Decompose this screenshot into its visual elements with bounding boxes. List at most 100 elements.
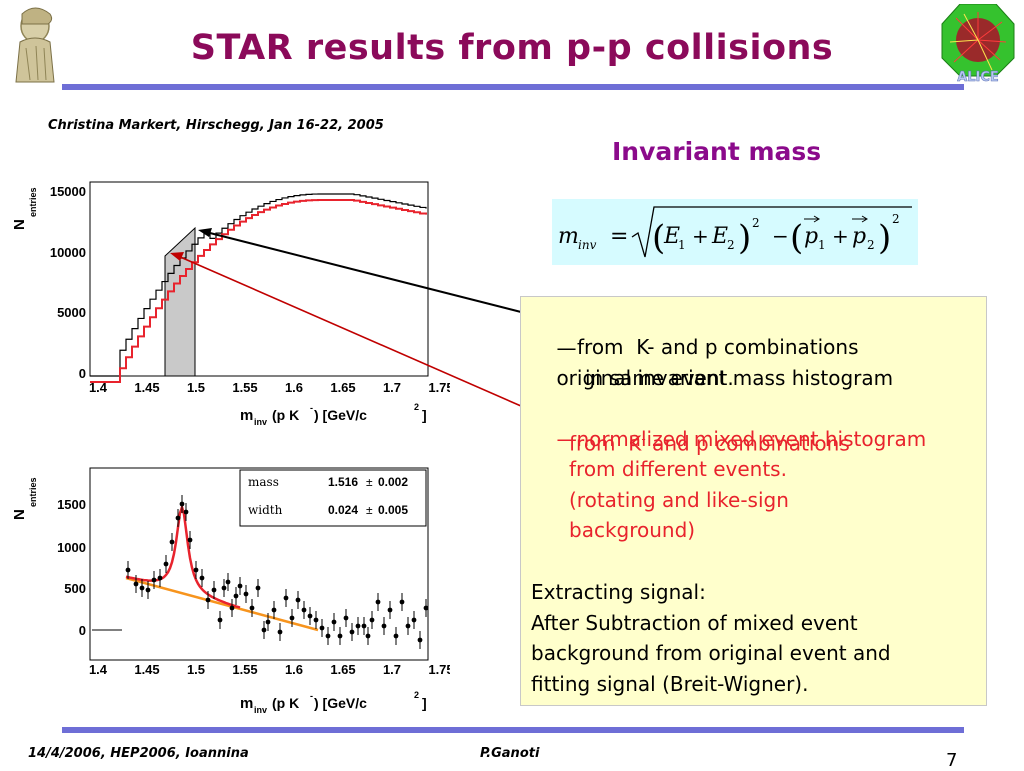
y-tick-label: 5000: [57, 305, 86, 320]
invariant-mass-histogram: 15000 10000 5000 0 1.4 1.45 1.5 1.55 1.6 1.65 1.7…: [11, 181, 450, 427]
bottom-rule: [62, 727, 964, 733]
svg-text:(p K: (p K: [272, 407, 299, 423]
legend-line-10: After Subtraction of mixed event: [531, 611, 858, 635]
svg-text:2: 2: [892, 212, 900, 226]
legend-line-9: Extracting signal:: [531, 580, 706, 604]
svg-text:+: +: [692, 224, 709, 248]
x-tick-label: 1.65: [330, 380, 355, 395]
x-tick-label: 1.75: [428, 380, 450, 395]
svg-text:mass: mass: [248, 475, 279, 489]
legend-line-12: fitting signal (Breit-Wigner).: [531, 672, 809, 696]
svg-text:-: -: [310, 691, 313, 701]
athena-logo: [15, 7, 55, 83]
legend-line-11: background from original event and: [531, 641, 891, 665]
svg-text:2: 2: [867, 238, 875, 252]
legend-line-1: original invariant mass histogram: [556, 366, 894, 390]
svg-text:inv: inv: [254, 417, 267, 427]
svg-text:0.024: 0.024: [328, 503, 358, 517]
svg-text:p: p: [852, 224, 866, 249]
x-tick-label: 1.45: [134, 380, 159, 395]
red-dash: —: [556, 426, 577, 451]
background-fit-line: [125, 576, 319, 632]
y-tick-label: 15000: [50, 184, 86, 199]
svg-text:]: ]: [422, 695, 427, 711]
breit-wigner-fit: [125, 503, 241, 609]
section-title: Invariant mass: [612, 137, 822, 166]
y-tick-label: 1000: [57, 540, 86, 555]
x-tick-label: 1.7: [383, 662, 401, 677]
formula-equals: =: [610, 224, 628, 249]
x-tick-label: 1.55: [232, 662, 257, 677]
svg-text:p: p: [804, 224, 818, 249]
x-tick-label: 1.7: [383, 380, 401, 395]
invariant-mass-formula: m inv = ( E 1 + E 2 ) 2 − ( p 1 + p 2 ) …: [552, 199, 918, 265]
x-tick-label: 1.4: [89, 380, 108, 395]
svg-text:entries: entries: [28, 477, 38, 507]
formula-inv: inv: [578, 238, 597, 252]
svg-text:-: -: [310, 403, 313, 413]
legend-line-7: (rotating and like-sign: [569, 488, 789, 512]
svg-text:+: +: [832, 224, 849, 248]
alice-logo: ALICE: [941, 4, 1015, 82]
author-line: Christina Markert, Hirschegg, Jan 16-22,…: [48, 118, 384, 133]
svg-text:1: 1: [818, 238, 826, 252]
alice-logo-text: ALICE: [957, 70, 999, 82]
legend-line-5: from K- and p combinations: [569, 431, 850, 456]
x-tick-label: 1.45: [134, 662, 159, 677]
y-tick-label: 500: [64, 581, 86, 596]
svg-text:±: ±: [366, 475, 373, 489]
svg-text:): ): [738, 218, 751, 258]
footer-left: 14/4/2006, HEP2006, Ioannina: [28, 746, 249, 761]
svg-text:1.516: 1.516: [328, 475, 358, 489]
svg-text:(p K: (p K: [272, 695, 299, 711]
page-number: 7: [946, 750, 958, 771]
svg-text:): ): [878, 218, 891, 258]
plot1-xlabel: m: [240, 407, 253, 424]
x-tick-label: 1.5: [187, 380, 205, 395]
svg-text:) [GeV/c: ) [GeV/c: [314, 695, 367, 711]
svg-text:(: (: [652, 218, 665, 258]
y-tick-label: 1500: [57, 497, 86, 512]
svg-text:2: 2: [414, 690, 419, 700]
plot1-ylabel: N: [11, 219, 28, 230]
signal-fit-plot: 1500 1000 500 0 1.4 1.45 1.5 1.55 1.6 1.65 1.7 1.7…: [11, 467, 450, 715]
svg-text:inv: inv: [254, 705, 267, 715]
svg-text:0.005: 0.005: [378, 503, 408, 517]
x-tick-label: 1.6: [285, 380, 303, 395]
svg-text:) [GeV/c: ) [GeV/c: [314, 407, 367, 423]
x-tick-label: 1.5: [187, 662, 205, 677]
legend-box: — original invariant mass histogram from…: [520, 296, 987, 706]
y-tick-label: 10000: [50, 245, 86, 260]
footer-middle: P.Ganoti: [480, 746, 540, 761]
y-tick-label: 0: [79, 623, 86, 638]
x-tick-label: 1.75: [428, 662, 450, 677]
x-tick-label: 1.4: [89, 662, 108, 677]
svg-text:(: (: [790, 218, 803, 258]
svg-text:±: ±: [366, 503, 373, 517]
black-dash: —: [556, 335, 577, 360]
legend-line-6: from different events.: [569, 457, 787, 481]
svg-text:E: E: [663, 224, 680, 249]
plot2-xlabel: m: [240, 695, 253, 712]
x-tick-label: 1.6: [285, 662, 303, 677]
plot2-ylabel: N: [11, 509, 28, 520]
svg-text:width: width: [248, 503, 283, 517]
svg-text:2: 2: [727, 238, 735, 252]
top-rule: [62, 84, 964, 90]
y-tick-label: 0: [79, 366, 86, 381]
svg-text:1: 1: [678, 238, 686, 252]
legend-line-3: in same event.: [585, 366, 734, 390]
svg-text:E: E: [711, 224, 728, 249]
svg-text:0.002: 0.002: [378, 475, 408, 489]
x-tick-label: 1.65: [330, 662, 355, 677]
legend-line-2: from K- and p combinations: [577, 335, 859, 359]
formula-m: m: [558, 224, 579, 249]
plot1-ylabel-sub: entries: [28, 187, 38, 217]
slide-title: STAR results from p-p collisions: [190, 28, 834, 68]
legend-line-4: normalized mixed event histogram: [576, 426, 927, 451]
svg-text:2: 2: [752, 216, 760, 230]
svg-text:−: −: [772, 224, 789, 248]
legend-line-8: background): [569, 518, 696, 542]
svg-text:2: 2: [414, 402, 419, 412]
x-tick-label: 1.55: [232, 380, 257, 395]
